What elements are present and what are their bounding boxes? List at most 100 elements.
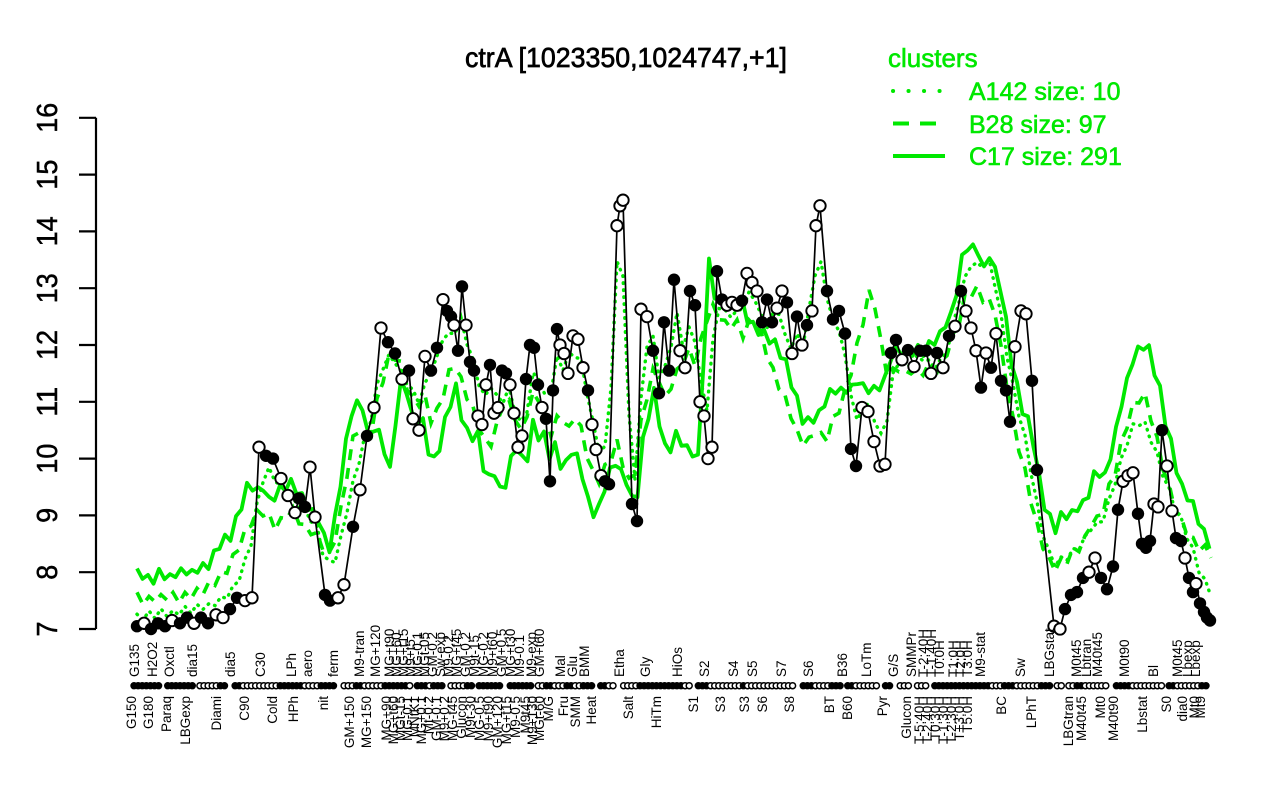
svg-text:BMM: BMM xyxy=(577,646,592,678)
svg-text:Heat: Heat xyxy=(584,696,599,725)
svg-text:M40t45: M40t45 xyxy=(1074,696,1089,741)
svg-text:B60: B60 xyxy=(840,696,855,720)
svg-text:Oxctl: Oxctl xyxy=(162,646,177,677)
svg-text:MG+t45: MG+t45 xyxy=(449,629,464,677)
svg-text:MG+t60: MG+t60 xyxy=(386,696,401,744)
svg-text:S6: S6 xyxy=(755,696,770,713)
svg-text:MGt-15: MGt-15 xyxy=(393,696,408,741)
svg-text:S4: S4 xyxy=(726,660,741,677)
svg-text:T1:0H: T1:0H xyxy=(946,640,961,677)
svg-text:B28 size: 97: B28 size: 97 xyxy=(969,111,1107,139)
svg-text:MGt-05: MGt-05 xyxy=(417,632,432,677)
svg-text:C17 size: 291: C17 size: 291 xyxy=(969,143,1122,171)
svg-text:Bl: Bl xyxy=(1146,665,1161,677)
svg-text:T-1:40H: T-1:40H xyxy=(924,629,939,677)
svg-text:ferm: ferm xyxy=(326,650,341,677)
svg-text:M9t45: M9t45 xyxy=(518,696,533,734)
svg-text:LBGtran: LBGtran xyxy=(1061,696,1076,746)
svg-text:MG-0.1: MG-0.1 xyxy=(400,696,415,741)
svg-text:Sw: Sw xyxy=(1013,658,1028,677)
svg-text:M9+t90: M9+t90 xyxy=(481,696,496,741)
svg-text:SMM: SMM xyxy=(568,696,583,728)
svg-text:M9t-30: M9t-30 xyxy=(463,696,478,738)
svg-text:T-2:30H: T-2:30H xyxy=(944,696,959,744)
svg-text:MG+60: MG+60 xyxy=(389,632,404,677)
svg-text:HPh: HPh xyxy=(286,696,301,722)
svg-text:Glu: Glu xyxy=(565,656,580,677)
svg-text:MG+0.1: MG+0.1 xyxy=(414,696,429,744)
svg-text:MG-0.5: MG-0.5 xyxy=(472,696,487,741)
svg-text:H2O2: H2O2 xyxy=(145,642,160,677)
svg-text:GM+t60: GM+t60 xyxy=(532,629,547,677)
svg-text:Mt0: Mt0 xyxy=(1093,696,1108,719)
svg-text:Glucon: Glucon xyxy=(899,696,914,739)
svg-text:Diami: Diami xyxy=(209,696,224,731)
svg-text:M9+t5: M9+t5 xyxy=(403,639,418,677)
svg-text:M0t90: M0t90 xyxy=(1117,639,1132,677)
svg-text:MGt-60: MGt-60 xyxy=(532,696,547,741)
svg-text:GM+150: GM+150 xyxy=(342,696,357,748)
svg-text:G135: G135 xyxy=(127,644,142,677)
svg-text:dia5: dia5 xyxy=(223,651,238,677)
svg-text:dia15: dia15 xyxy=(185,644,200,677)
svg-text:T-5:40H: T-5:40H xyxy=(912,696,927,744)
svg-text:Etha: Etha xyxy=(612,649,627,677)
svg-text:S5: S5 xyxy=(745,660,760,677)
svg-text:MG+t15: MG+t15 xyxy=(396,629,411,677)
svg-text:Glucon: Glucon xyxy=(454,696,469,739)
svg-text:dia0: dia0 xyxy=(1175,696,1190,722)
svg-text:S3: S3 xyxy=(713,696,728,713)
svg-text:M9+t60: M9+t60 xyxy=(485,632,500,677)
svg-text:MG-0.2: MG-0.2 xyxy=(476,632,491,677)
svg-text:BT: BT xyxy=(822,696,837,713)
svg-text:T2:0H: T2:0H xyxy=(953,640,968,677)
svg-text:LBGstat: LBGstat xyxy=(1042,628,1057,677)
svg-text:Lbexp: Lbexp xyxy=(1188,640,1203,677)
svg-text:M9-0.1: M9-0.1 xyxy=(512,635,527,677)
svg-text:9: 9 xyxy=(32,508,64,523)
svg-text:GM-0.2: GM-0.2 xyxy=(458,632,473,677)
svg-text:HiTm: HiTm xyxy=(649,696,664,728)
svg-text:14: 14 xyxy=(32,216,64,246)
svg-text:GM-0.2: GM-0.2 xyxy=(425,632,440,677)
svg-text:Mt0: Mt0 xyxy=(1187,696,1202,719)
svg-text:Lbexp: Lbexp xyxy=(1180,640,1195,677)
svg-text:C90: C90 xyxy=(237,696,252,721)
svg-text:G180: G180 xyxy=(141,696,156,729)
svg-text:Mt-0.2: Mt-0.2 xyxy=(421,696,436,734)
svg-text:S1: S1 xyxy=(686,696,701,713)
svg-text:MG+t90: MG+t90 xyxy=(382,629,397,677)
svg-text:12: 12 xyxy=(32,330,64,360)
svg-text:T-2:40H: T-2:40H xyxy=(916,629,931,677)
svg-text:M9t-15: M9t-15 xyxy=(467,635,482,677)
svg-text:T3:0H: T3:0H xyxy=(960,640,975,677)
svg-text:MNtK1: MNtK1 xyxy=(407,696,422,737)
svg-text:GM+0.5: GM+0.5 xyxy=(494,629,509,677)
svg-text:HiOs: HiOs xyxy=(670,647,685,677)
svg-text:M40t45: M40t45 xyxy=(1090,632,1105,677)
svg-text:B36: B36 xyxy=(835,653,850,677)
svg-text:Gly: Gly xyxy=(638,657,653,678)
svg-text:16: 16 xyxy=(32,103,64,133)
svg-text:M9-tran: M9-tran xyxy=(352,630,367,677)
svg-text:MG+t30: MG+t30 xyxy=(503,629,518,677)
svg-text:S8: S8 xyxy=(782,696,797,713)
svg-text:10: 10 xyxy=(32,444,64,474)
svg-text:S7: S7 xyxy=(774,660,789,677)
svg-text:T0:0H: T0:0H xyxy=(932,640,947,677)
svg-text:ctrA [1023350,1024747,+1]: ctrA [1023350,1024747,+1] xyxy=(465,42,787,73)
svg-text:M9-exp: M9-exp xyxy=(524,632,539,677)
svg-text:Pyr: Pyr xyxy=(875,695,890,716)
svg-text:T-1:30H: T-1:30H xyxy=(936,696,951,744)
svg-text:Fru: Fru xyxy=(556,696,571,716)
svg-text:Mt9: Mt9 xyxy=(1193,696,1208,719)
svg-text:aero: aero xyxy=(300,650,315,677)
svg-text:MG+t15: MG+t15 xyxy=(499,696,514,744)
svg-text:Paraq: Paraq xyxy=(159,696,174,732)
svg-text:SMMPr: SMMPr xyxy=(904,632,919,678)
svg-text:LPh: LPh xyxy=(284,653,299,677)
svg-text:Salt: Salt xyxy=(621,696,636,720)
svg-text:15: 15 xyxy=(32,160,64,190)
svg-text:LBGexp: LBGexp xyxy=(178,696,193,745)
svg-text:MG-0.1: MG-0.1 xyxy=(410,632,425,677)
